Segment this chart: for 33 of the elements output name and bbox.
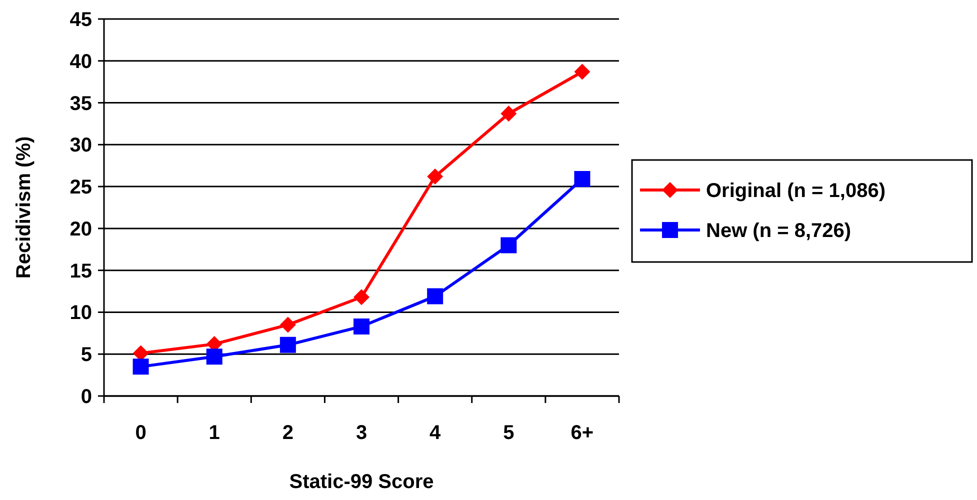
x-tick-label: 0 [135,422,146,444]
y-tick-label: 0 [80,386,92,408]
y-tick-label: 45 [70,9,92,31]
point [427,168,444,184]
y-axis-title: Recidivism (%) [13,136,35,279]
y-tick-label: 5 [80,344,92,366]
y-tick-label: 40 [70,50,92,73]
point [280,316,296,333]
x-tick-label: 6+ [570,422,594,444]
point [574,64,590,80]
point [500,106,517,122]
y-tick-label: 35 [70,92,92,115]
legend-label: Original (n = 1,086) [706,180,886,202]
y-tick-label: 25 [70,176,92,199]
x-tick-label: 5 [503,422,514,444]
point [427,288,444,304]
x-tick-label: 4 [430,422,442,444]
y-tick-label: 20 [70,218,92,240]
point [574,171,590,188]
y-tick-label: 10 [70,302,92,324]
x-tick-label: 2 [282,422,294,444]
legend-label: New (n = 8,726) [706,220,852,242]
point [132,358,149,375]
point [280,336,296,353]
x-axis-title: Static-99 Score [289,471,434,493]
y-tick-label: 30 [70,134,92,157]
x-tick-label: 1 [208,422,220,444]
point [206,348,222,365]
point [354,289,370,306]
point [354,318,370,334]
x-tick-label: 3 [356,422,368,444]
point [500,237,517,254]
y-tick-label: 15 [70,260,92,282]
